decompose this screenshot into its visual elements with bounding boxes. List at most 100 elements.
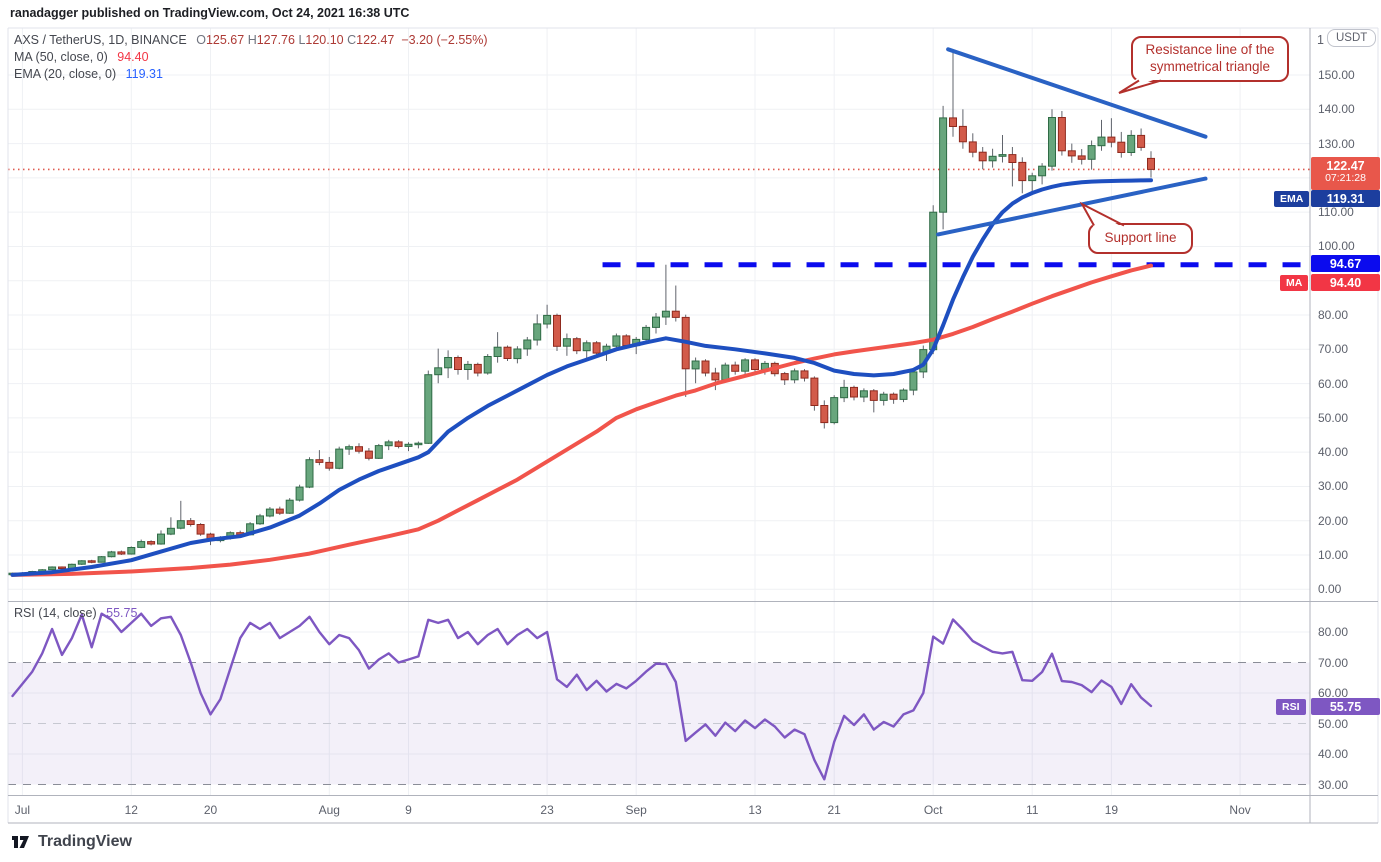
legend-symbol-row[interactable]: AXS / TetherUS, 1D, BINANCE O125.67 H127… bbox=[14, 33, 488, 47]
candle[interactable] bbox=[265, 508, 274, 517]
candle[interactable] bbox=[820, 405, 829, 424]
candle[interactable] bbox=[1048, 117, 1056, 167]
candle[interactable] bbox=[711, 372, 720, 381]
candle[interactable] bbox=[661, 310, 670, 318]
candle[interactable] bbox=[364, 450, 373, 459]
candle[interactable] bbox=[335, 448, 344, 469]
candle[interactable] bbox=[562, 338, 571, 347]
candle[interactable] bbox=[731, 364, 740, 372]
candle[interactable] bbox=[978, 151, 987, 162]
candle[interactable] bbox=[315, 459, 324, 463]
resistance-callout-box[interactable] bbox=[1131, 36, 1289, 82]
candle[interactable] bbox=[77, 560, 86, 565]
candle[interactable] bbox=[691, 360, 700, 370]
candle[interactable] bbox=[325, 461, 334, 469]
candle[interactable] bbox=[1077, 155, 1086, 160]
resistance-line-of-symmetrical-triangle[interactable] bbox=[946, 47, 1208, 139]
legend-rsi-row[interactable]: RSI (14, close) 55.75 bbox=[14, 606, 137, 620]
candle[interactable] bbox=[444, 357, 453, 369]
candle[interactable] bbox=[345, 446, 354, 450]
candle[interactable] bbox=[275, 508, 284, 514]
candle[interactable] bbox=[582, 342, 591, 352]
candle[interactable] bbox=[157, 533, 165, 545]
candle[interactable] bbox=[48, 566, 57, 571]
candle[interactable] bbox=[800, 370, 809, 379]
candle[interactable] bbox=[741, 359, 750, 372]
candle[interactable] bbox=[166, 527, 175, 535]
candle[interactable] bbox=[859, 390, 868, 398]
candle[interactable] bbox=[473, 363, 482, 374]
candle[interactable] bbox=[1018, 161, 1027, 182]
candle[interactable] bbox=[622, 335, 631, 346]
ma50-line[interactable] bbox=[10, 263, 1153, 577]
candle[interactable] bbox=[374, 445, 383, 459]
candle[interactable] bbox=[1087, 145, 1096, 160]
candle[interactable] bbox=[196, 524, 205, 535]
candle[interactable] bbox=[612, 335, 621, 347]
candle[interactable] bbox=[889, 393, 898, 400]
currency-unit-button[interactable]: USDT bbox=[1327, 29, 1377, 47]
candle[interactable] bbox=[1117, 141, 1126, 153]
candle[interactable] bbox=[899, 389, 908, 400]
candle[interactable] bbox=[434, 367, 443, 376]
candle[interactable] bbox=[1038, 165, 1047, 177]
candle[interactable] bbox=[780, 373, 789, 381]
candle[interactable] bbox=[127, 547, 136, 555]
candle[interactable] bbox=[533, 323, 542, 341]
candle[interactable] bbox=[424, 374, 433, 444]
candle[interactable] bbox=[840, 386, 849, 399]
candle[interactable] bbox=[186, 520, 195, 526]
candle[interactable] bbox=[543, 314, 552, 325]
support-callout-box[interactable] bbox=[1088, 223, 1193, 254]
candle[interactable] bbox=[295, 486, 304, 501]
candle[interactable] bbox=[701, 360, 710, 374]
candle[interactable] bbox=[285, 499, 294, 514]
candle[interactable] bbox=[869, 390, 878, 401]
legend-ema-row[interactable]: EMA (20, close, 0) 119.31 bbox=[14, 67, 163, 81]
ema20-line[interactable] bbox=[10, 178, 1153, 577]
candle[interactable] bbox=[1028, 175, 1037, 182]
candle[interactable] bbox=[137, 541, 146, 548]
candle[interactable] bbox=[404, 443, 413, 447]
candle[interactable] bbox=[1097, 136, 1106, 147]
candle[interactable] bbox=[58, 566, 66, 569]
candle[interactable] bbox=[483, 356, 492, 374]
candle[interactable] bbox=[642, 326, 651, 340]
candle[interactable] bbox=[671, 310, 680, 318]
candle[interactable] bbox=[958, 125, 967, 143]
candle[interactable] bbox=[751, 359, 759, 370]
candle[interactable] bbox=[810, 377, 819, 407]
candle[interactable] bbox=[1147, 157, 1155, 170]
candles[interactable] bbox=[8, 49, 1155, 576]
candle[interactable] bbox=[721, 364, 730, 381]
candle[interactable] bbox=[1127, 134, 1136, 153]
candle[interactable] bbox=[176, 520, 185, 529]
candle[interactable] bbox=[107, 551, 116, 558]
candle[interactable] bbox=[256, 515, 264, 525]
candle[interactable] bbox=[790, 370, 799, 381]
candle[interactable] bbox=[87, 560, 96, 563]
candle[interactable] bbox=[503, 346, 512, 360]
candle[interactable] bbox=[384, 441, 393, 447]
candle[interactable] bbox=[1008, 154, 1017, 164]
candle[interactable] bbox=[493, 346, 502, 358]
candle[interactable] bbox=[97, 556, 106, 563]
candle[interactable] bbox=[147, 541, 156, 545]
candle[interactable] bbox=[929, 211, 938, 351]
rsi-line[interactable] bbox=[11, 612, 1153, 781]
candle[interactable] bbox=[1137, 134, 1146, 148]
candle[interactable] bbox=[879, 393, 888, 401]
candle[interactable] bbox=[513, 348, 522, 360]
candle[interactable] bbox=[572, 338, 581, 352]
support-line[interactable] bbox=[936, 176, 1208, 237]
candle[interactable] bbox=[1067, 150, 1076, 157]
candle[interactable] bbox=[414, 442, 423, 446]
candle[interactable] bbox=[463, 363, 472, 370]
tradingview-logo[interactable]: TradingView bbox=[10, 832, 132, 852]
candle[interactable] bbox=[652, 316, 660, 328]
candle[interactable] bbox=[1057, 117, 1066, 152]
candle[interactable] bbox=[939, 117, 948, 213]
resistance-callout[interactable]: Resistance line of the symmetrical trian… bbox=[1132, 37, 1288, 81]
candle[interactable] bbox=[1107, 136, 1116, 143]
